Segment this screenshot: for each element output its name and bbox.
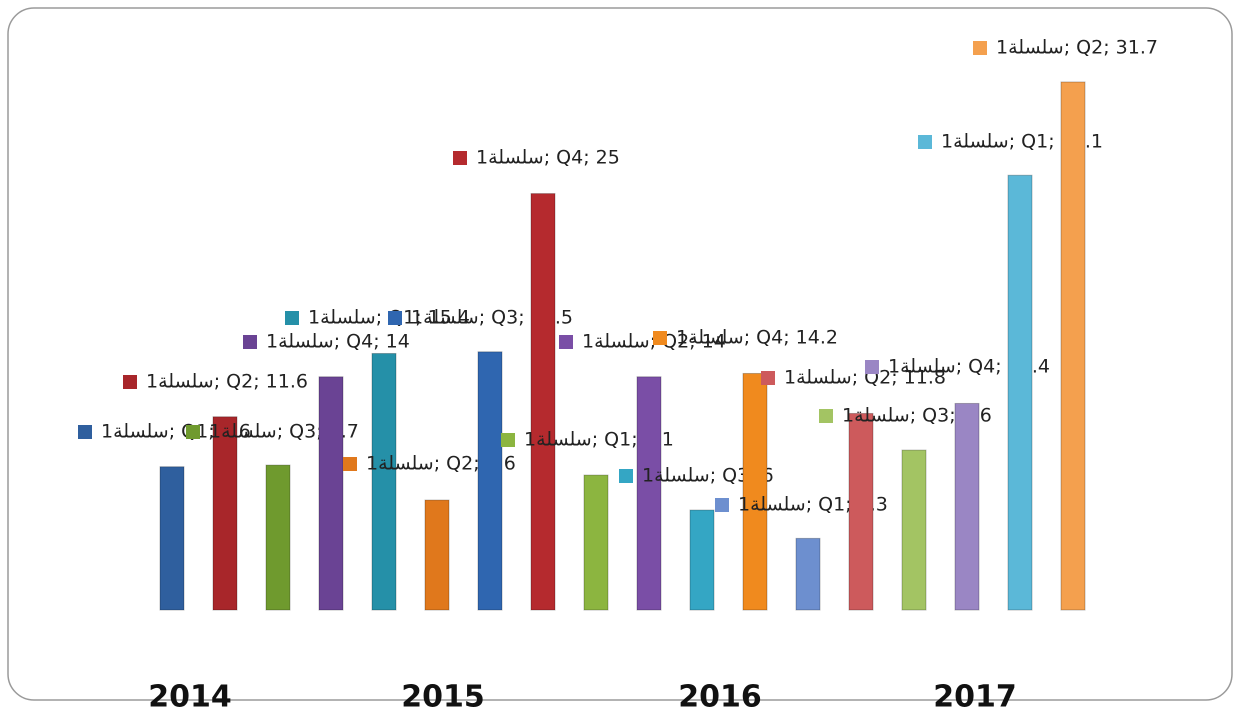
data-label: سلسلة1; Q4; 25 xyxy=(476,147,620,169)
bar xyxy=(742,372,768,611)
year-label: 2014 xyxy=(148,680,232,708)
label-marker xyxy=(619,469,633,483)
label-marker xyxy=(559,335,573,349)
label-marker xyxy=(343,457,357,471)
year-label: 2016 xyxy=(678,680,762,708)
label-marker xyxy=(715,498,729,512)
label-marker xyxy=(243,335,257,349)
bar xyxy=(901,449,927,611)
bar xyxy=(318,376,344,611)
data-label: سلسلة1; Q4; 14 xyxy=(266,331,410,353)
bar xyxy=(371,352,397,611)
bar xyxy=(530,193,556,611)
data-label: سلسلة1; Q3; 6 xyxy=(642,465,774,487)
label-marker xyxy=(78,425,92,439)
bar xyxy=(212,416,238,611)
label-marker xyxy=(761,371,775,385)
label-marker xyxy=(453,151,467,165)
bar xyxy=(159,466,185,611)
bar xyxy=(848,412,874,611)
bar xyxy=(424,499,450,611)
bar xyxy=(689,509,715,611)
bar xyxy=(1007,174,1033,611)
label-marker xyxy=(285,311,299,325)
bar xyxy=(636,376,662,611)
label-marker xyxy=(653,331,667,345)
data-label: سلسلة1; Q3; 9.6 xyxy=(842,405,992,427)
bar xyxy=(583,474,609,611)
bar xyxy=(795,537,821,611)
label-marker xyxy=(973,41,987,55)
label-marker xyxy=(918,135,932,149)
label-marker xyxy=(123,375,137,389)
year-label: 2015 xyxy=(401,680,485,708)
data-label: سلسلة1; Q4; 14.2 xyxy=(676,327,838,349)
bar xyxy=(954,402,980,611)
label-marker xyxy=(819,409,833,423)
year-label: 2017 xyxy=(933,680,1017,708)
label-marker xyxy=(186,425,200,439)
data-label: سلسلة1; Q1; 8.1 xyxy=(524,429,674,451)
chart-frame xyxy=(7,7,1233,701)
label-marker xyxy=(501,433,515,447)
data-label: سلسلة1; Q2; 11.6 xyxy=(146,371,308,393)
label-marker xyxy=(388,311,402,325)
bar xyxy=(477,351,503,611)
data-label: سلسلة1; Q2; 11.8 xyxy=(784,367,946,389)
data-label: سلسلة1; Q2; 31.7 xyxy=(996,37,1158,59)
label-marker xyxy=(865,360,879,374)
bar xyxy=(1060,81,1086,611)
bar xyxy=(265,464,291,611)
